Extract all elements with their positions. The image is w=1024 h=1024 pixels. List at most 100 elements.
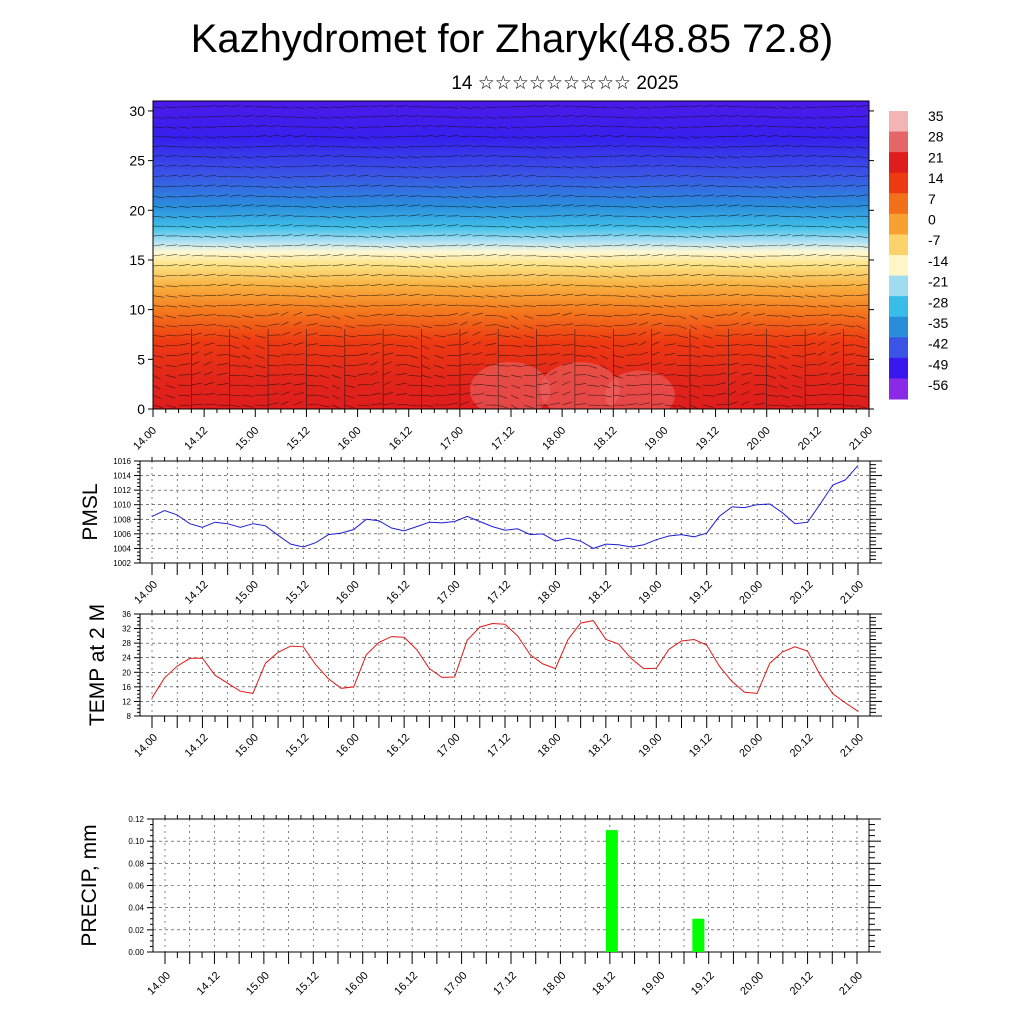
x-tick-label: 14.00 [145, 970, 173, 998]
x-tick-label: 18.12 [586, 732, 614, 760]
warm-cell [605, 370, 675, 409]
y-tick-label: 30 [129, 103, 145, 119]
x-tick-label: 16.12 [384, 732, 412, 760]
y-tick-label: 16 [122, 683, 131, 692]
colorbar-swatch [889, 378, 908, 400]
y-tick-label: 10 [129, 302, 145, 318]
y-tick-label: 0.02 [128, 926, 144, 935]
colorbar: 35 28 21 14 7 0 -7 -14 -21 -28 -35 -42 -49 -56 [889, 108, 948, 400]
y-tick-label: 0.10 [128, 837, 144, 846]
x-tick-label: 17.12 [491, 970, 519, 998]
x-tick-label: 18.00 [541, 970, 569, 998]
y-tick-label: 25 [129, 153, 145, 169]
y-tick-label: 0.04 [128, 904, 144, 913]
y-tick-label: 1010 [113, 501, 131, 510]
x-tick-label: 16.00 [336, 425, 364, 453]
x-tick-label: 14.12 [195, 970, 223, 998]
x-tick-label: 21.00 [838, 579, 866, 607]
y-tick-label: 0.08 [128, 859, 144, 868]
x-tick-label: 16.12 [392, 970, 420, 998]
x-tick-label: 19.00 [643, 425, 671, 453]
y-axis-title: PMSL [79, 483, 102, 540]
warm-cell [470, 362, 550, 409]
y-tick-label: 24 [122, 654, 131, 663]
colorbar-label: 7 [928, 191, 936, 207]
x-tick-label: 19.12 [694, 425, 722, 453]
x-tick-label: 14.00 [132, 579, 160, 607]
colorbar-label: -35 [928, 315, 948, 331]
y-tick-label: 28 [122, 639, 131, 648]
precip-bar [692, 918, 705, 952]
x-tick-label: 15.00 [244, 970, 272, 998]
chart-subtitle: 14 ☆☆☆☆☆☆☆☆☆ 2025 [451, 73, 679, 94]
colorbar-label: -56 [928, 377, 948, 393]
y-tick-label: 32 [122, 625, 131, 634]
temperature-field [153, 101, 869, 409]
x-tick-label: 18.00 [536, 732, 564, 760]
x-tick-label: 15.00 [233, 732, 261, 760]
y-tick-label: 0.00 [128, 948, 144, 957]
colorbar-swatch [889, 316, 908, 338]
y-tick-label: 1002 [113, 559, 131, 568]
x-tick-label: 14.12 [183, 732, 211, 760]
cross-section-panel: 0 5 10 15 20 25 30 14.00 14.12 15.00 15.12 16.00 16… [129, 100, 875, 453]
y-tick-label: 20 [122, 668, 131, 677]
y-tick-label: 5 [137, 351, 145, 367]
x-tick-label: 14.12 [183, 579, 211, 607]
x-tick-label: 14.00 [131, 425, 159, 453]
y-tick-label: 0.06 [128, 882, 144, 891]
y-tick-label: 1014 [113, 472, 131, 481]
x-tick-label: 16.12 [387, 425, 415, 453]
y-tick-label: 1008 [113, 515, 131, 524]
x-tick-label: 15.12 [293, 970, 321, 998]
x-tick-label: 19.00 [636, 732, 664, 760]
precip-panel: 0.00 0.02 0.04 0.06 0.08 0.10 0.12 14.00 14.12 15… [78, 815, 881, 998]
colorbar-swatch [889, 275, 908, 297]
x-tick-label: 16.00 [334, 579, 362, 607]
y-tick-label: 12 [122, 697, 131, 706]
cross-section-y-axis: 0 5 10 15 20 25 30 [129, 103, 874, 417]
y-tick-label: 0 [137, 401, 145, 417]
x-tick-label: 20.12 [788, 579, 816, 607]
x-tick-label: 21.00 [837, 970, 865, 998]
colorbar-label: 21 [928, 149, 944, 165]
x-tick-label: 18.00 [536, 579, 564, 607]
colorbar-swatch [889, 213, 908, 235]
colorbar-swatch [889, 111, 908, 133]
colorbar-label: -49 [928, 356, 948, 372]
y-axis-title: TEMP at 2 M [86, 604, 109, 726]
x-tick-label: 15.12 [285, 425, 313, 453]
x-tick-label: 20.00 [737, 579, 765, 607]
y-tick-label: 20 [129, 202, 145, 218]
colorbar-swatch [889, 255, 908, 277]
y-tick-label: 1016 [113, 457, 131, 466]
x-tick-label: 20.12 [788, 970, 816, 998]
wind-barb-lines [153, 105, 869, 409]
colorbar-swatch [889, 193, 908, 215]
warm-cells [470, 362, 675, 409]
colorbar-swatch [889, 296, 908, 318]
x-tick-label: 18.12 [590, 970, 618, 998]
x-tick-label: 18.12 [591, 425, 619, 453]
x-tick-label: 17.00 [435, 579, 463, 607]
colorbar-label: -28 [928, 294, 948, 310]
x-tick-label: 17.00 [435, 732, 463, 760]
colorbar-label: -7 [928, 232, 941, 248]
x-tick-label: 16.12 [384, 579, 412, 607]
y-tick-label: 36 [122, 610, 131, 619]
series-line [151, 465, 859, 549]
x-tick-label: 19.12 [687, 732, 715, 760]
colorbar-swatch [889, 152, 908, 174]
x-tick-label: 17.12 [489, 425, 517, 453]
series-line [151, 620, 859, 712]
colorbar-label: 0 [928, 212, 936, 228]
precip-bar [605, 830, 618, 952]
wind-barbs [153, 105, 869, 409]
colorbar-label: -14 [928, 253, 948, 269]
y-tick-label: 0.12 [128, 815, 144, 824]
x-tick-label: 18.00 [540, 425, 568, 453]
y-tick-label: 1012 [113, 486, 131, 495]
y-tick-label: 8 [127, 712, 132, 721]
x-tick-label: 14.00 [132, 732, 160, 760]
